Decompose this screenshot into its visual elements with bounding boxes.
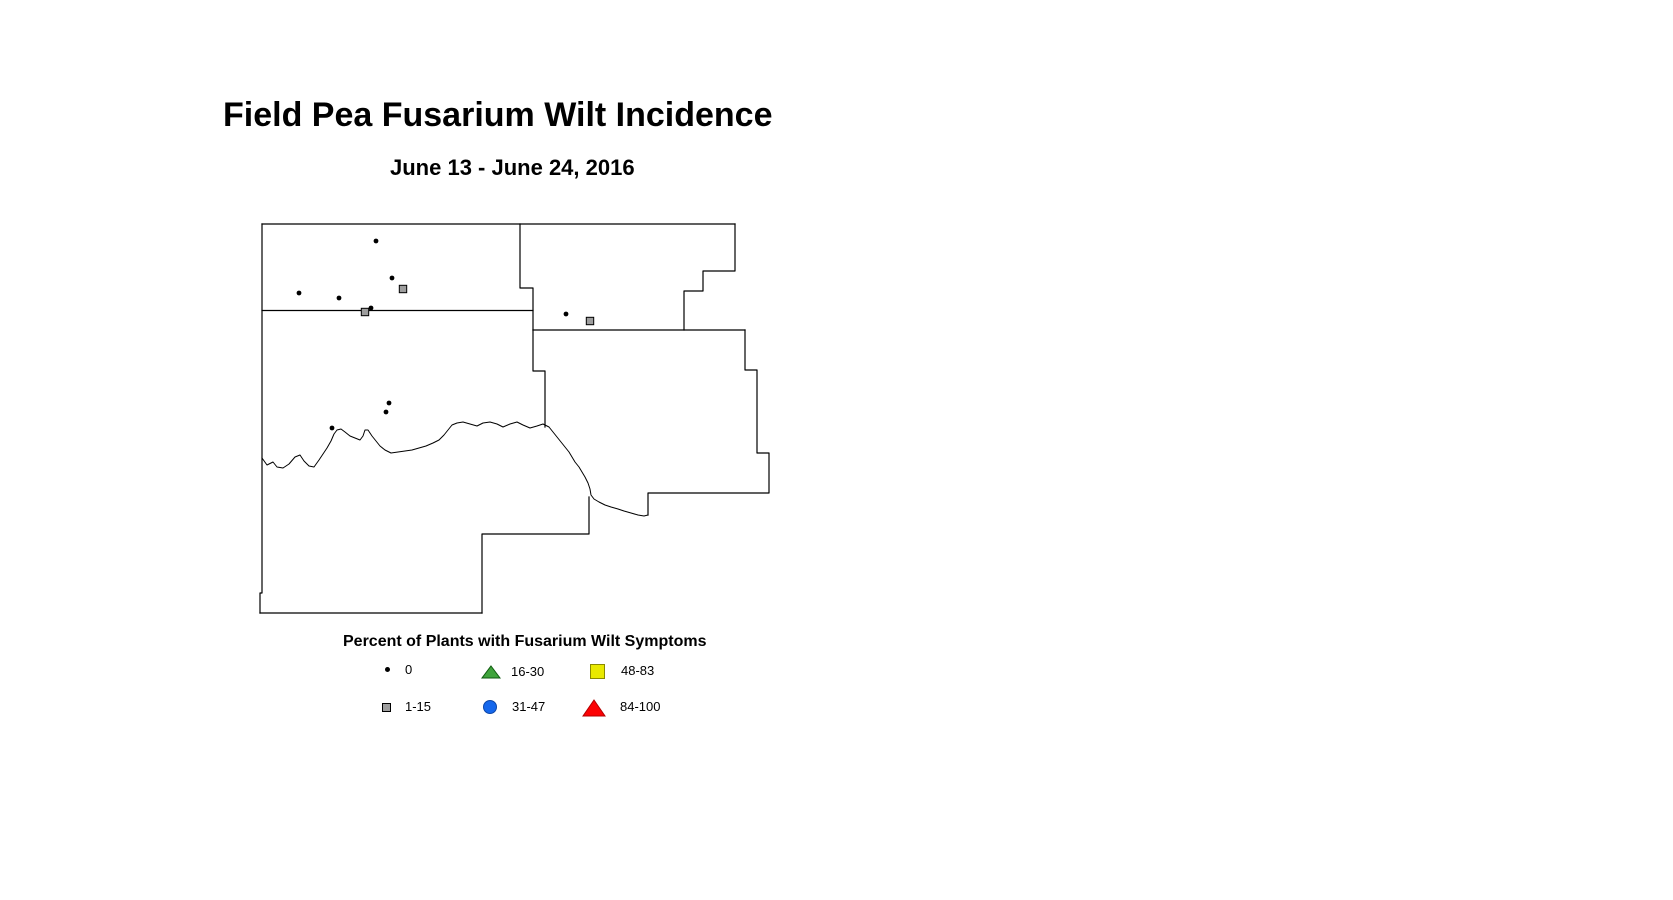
legend-label-31-47: 31-47	[512, 699, 546, 714]
map-point-dot	[368, 305, 374, 311]
map-point-square	[360, 307, 370, 317]
legend-title: Percent of Plants with Fusarium Wilt Sym…	[343, 633, 707, 650]
river-boundary	[261, 421, 649, 517]
boundary-north-divider	[519, 223, 534, 331]
legend-red-triangle-icon	[582, 698, 606, 716]
county-boundaries	[259, 223, 770, 614]
legend-label-48-83: 48-83	[621, 663, 655, 678]
legend-label-1-15: 1-15	[405, 699, 432, 714]
map-point-dot	[336, 295, 342, 301]
map-point-dot	[383, 409, 389, 415]
legend-blue-circle-icon	[482, 700, 497, 714]
boundary-east-edge	[647, 329, 770, 516]
map-points	[296, 238, 595, 431]
legend-label-16-30: 16-30	[511, 664, 545, 679]
page-title: Field Pea Fusarium Wilt Incidence	[223, 96, 773, 134]
boundary-northeast-steps	[683, 223, 736, 331]
legend-label-84-100: 84-100	[620, 699, 661, 714]
legend-green-triangle-icon	[480, 665, 501, 679]
legend-black-dot-icon	[384, 667, 390, 672]
legend-yellow-square-icon	[590, 663, 605, 679]
page-subtitle: June 13 - June 24, 2016	[390, 155, 635, 180]
map-point-dot	[563, 311, 569, 317]
legend-gray-square-icon	[382, 702, 391, 712]
map-point-square	[585, 316, 595, 326]
legend-label-0: 0	[405, 661, 413, 677]
map-point-dot	[329, 425, 335, 431]
map-point-square	[398, 284, 408, 294]
map-point-dot	[389, 275, 395, 281]
map-point-dot	[373, 238, 379, 244]
map-point-dot	[296, 290, 302, 296]
boundary-center-divider	[532, 329, 546, 428]
map-point-dot	[386, 400, 392, 406]
boundary-southeast-steps	[481, 496, 590, 614]
boundary-left	[259, 223, 263, 614]
